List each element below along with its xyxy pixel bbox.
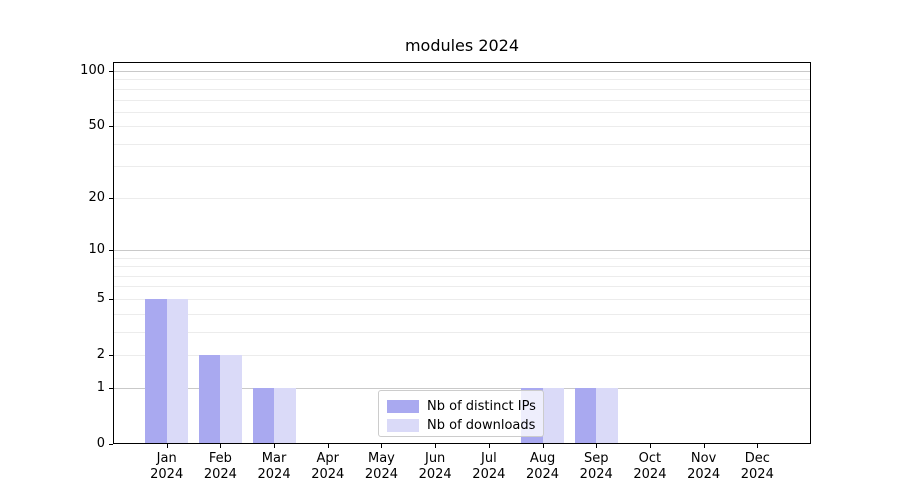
- bar-segment: [274, 387, 296, 444]
- gridline: [114, 286, 810, 288]
- gridline: [114, 126, 810, 128]
- gridline: [114, 298, 810, 300]
- x-axis-tick: [542, 443, 544, 448]
- gridline: [114, 331, 810, 333]
- y-axis-tick: [109, 298, 113, 300]
- gridline: [114, 249, 810, 251]
- legend-color-swatch-distinct-ips: [387, 400, 419, 413]
- bar-segment: [198, 354, 221, 444]
- bar-segment: [542, 387, 564, 444]
- legend-label: Nb of downloads: [427, 418, 536, 433]
- legend-label: Nb of distinct IPs: [427, 399, 536, 414]
- x-axis-tick: [596, 443, 598, 448]
- gridline: [114, 354, 810, 356]
- x-axis-tick: [703, 443, 705, 448]
- x-axis-tick: [649, 443, 651, 448]
- x-axis-tick: [381, 443, 383, 448]
- y-tick-label: 1: [96, 379, 105, 395]
- gridline: [114, 71, 810, 73]
- gridline: [114, 143, 810, 145]
- gridline: [114, 99, 810, 101]
- x-tick-label: Jan 2024: [150, 450, 184, 482]
- bar-segment: [596, 387, 618, 444]
- y-tick-label: 2: [96, 346, 105, 362]
- y-tick-label: 5: [96, 290, 105, 306]
- gridline: [114, 387, 810, 389]
- bar-segment: [574, 387, 597, 444]
- y-tick-label: 0: [96, 435, 105, 451]
- x-tick-label: Apr 2024: [311, 450, 345, 482]
- x-tick-label: Nov 2024: [687, 450, 721, 482]
- x-tick-label: May 2024: [364, 450, 398, 482]
- chart-title: modules 2024: [404, 36, 520, 55]
- x-axis-tick: [488, 443, 490, 448]
- x-tick-label: Dec 2024: [740, 450, 774, 482]
- bar-layer: [114, 63, 810, 444]
- bar-segment: [220, 354, 242, 444]
- y-tick-label: 100: [80, 63, 105, 79]
- legend-color-swatch-downloads: [387, 419, 419, 432]
- x-axis-tick: [274, 443, 276, 448]
- y-axis-tick: [109, 354, 113, 356]
- gridline: [114, 111, 810, 113]
- gridline: [114, 79, 810, 81]
- y-axis-tick: [109, 71, 113, 73]
- gridline: [114, 197, 810, 199]
- gridline: [114, 257, 810, 259]
- x-tick-label: Jun 2024: [418, 450, 452, 482]
- y-axis-tick: [109, 443, 113, 445]
- y-tick-label: 10: [88, 241, 105, 257]
- gridline: [114, 266, 810, 268]
- gridline: [114, 313, 810, 315]
- x-axis-tick: [327, 443, 329, 448]
- x-tick-label: Mar 2024: [257, 450, 291, 482]
- y-tick-label: 50: [88, 118, 105, 134]
- x-axis-tick: [435, 443, 437, 448]
- y-tick-label: 20: [88, 189, 105, 205]
- x-axis-tick: [220, 443, 222, 448]
- x-tick-label: Aug 2024: [525, 450, 560, 482]
- x-axis-tick: [166, 443, 168, 448]
- x-tick-label: Feb 2024: [203, 450, 237, 482]
- y-axis-tick: [109, 126, 113, 128]
- bar-segment: [166, 298, 189, 444]
- plot-area: [113, 62, 811, 444]
- x-axis-tick: [757, 443, 759, 448]
- legend-item: Nb of distinct IPs: [387, 397, 543, 416]
- gridline: [114, 88, 810, 90]
- gridline: [114, 166, 810, 168]
- bar-segment: [145, 298, 167, 444]
- x-tick-label: Oct 2024: [633, 450, 667, 482]
- bar-segment: [252, 387, 275, 444]
- y-axis-tick: [109, 197, 113, 199]
- x-tick-label: Jul 2024: [472, 450, 506, 482]
- y-axis-tick: [109, 249, 113, 251]
- legend: Nb of distinct IPs Nb of downloads: [378, 390, 544, 437]
- gridline-layer: [114, 63, 810, 443]
- y-axis-tick: [109, 387, 113, 389]
- legend-item: Nb of downloads: [387, 416, 543, 435]
- x-tick-label: Sep 2024: [579, 450, 613, 482]
- gridline: [114, 275, 810, 277]
